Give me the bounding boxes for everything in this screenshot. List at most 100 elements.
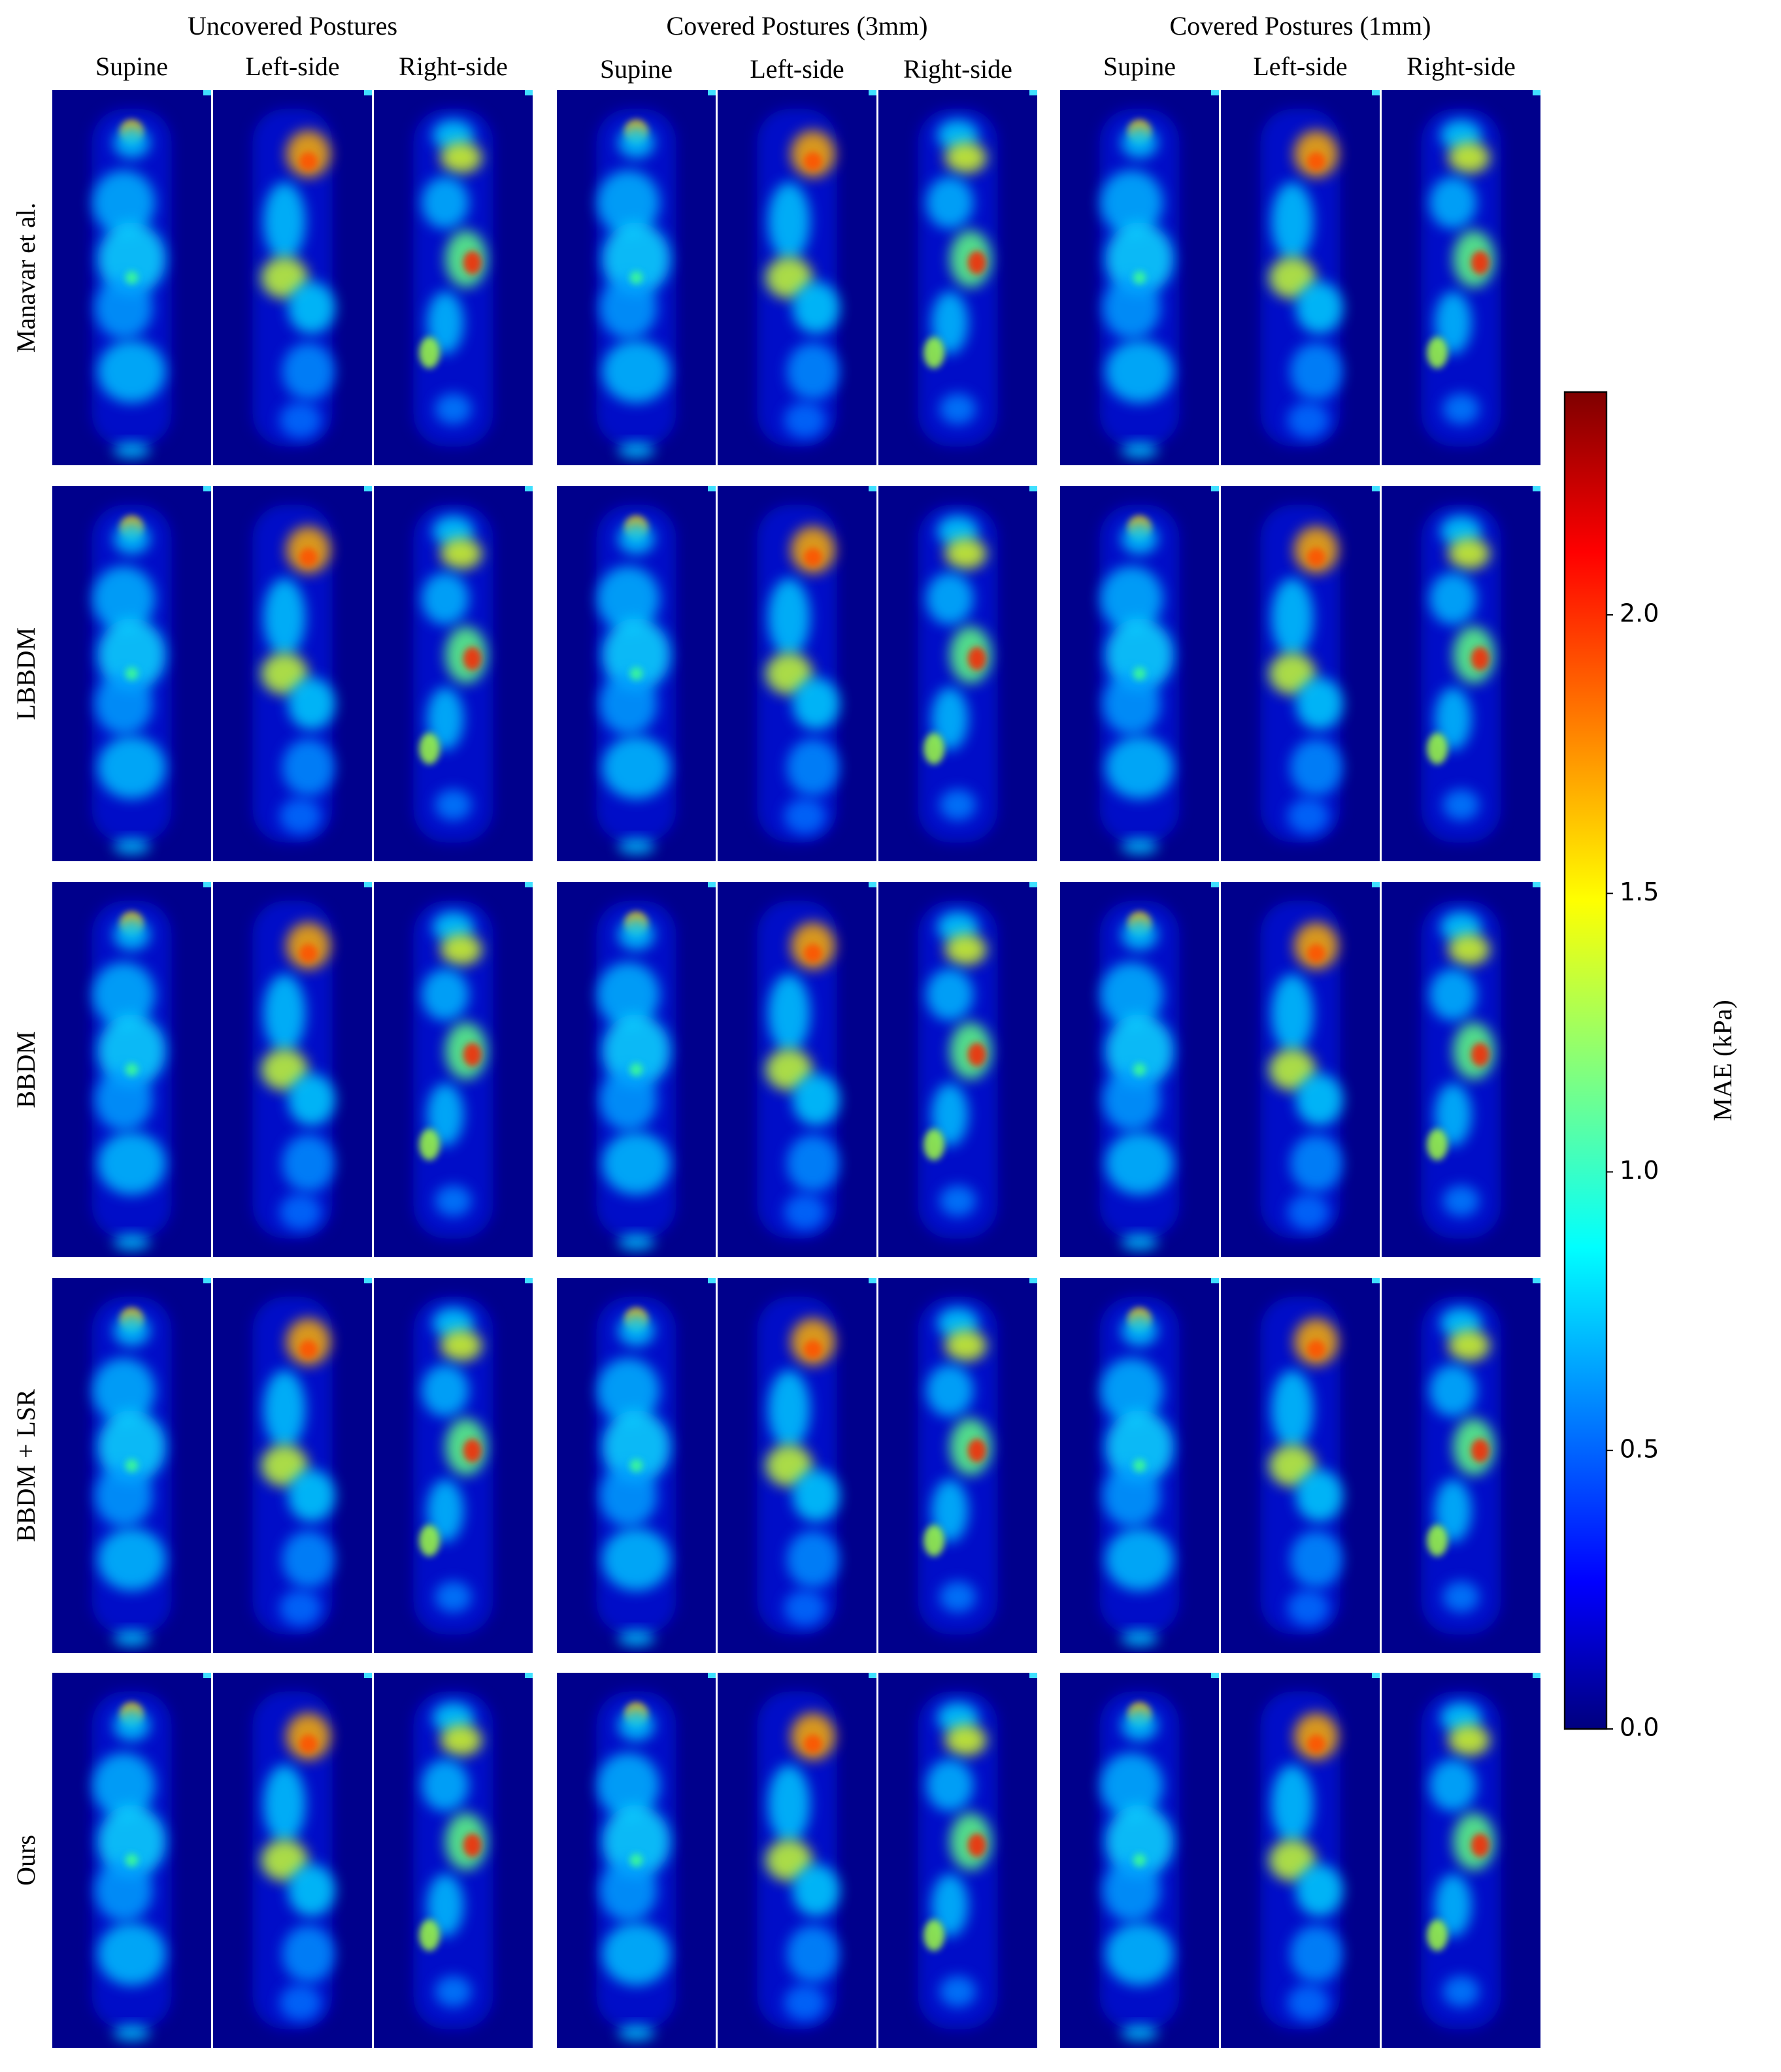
- heatmap-blob: [1442, 789, 1480, 821]
- corner-pixel: [869, 882, 876, 887]
- heatmap-blob: [427, 687, 464, 750]
- heatmap-blob: [440, 934, 482, 966]
- heatmap-blob: [463, 251, 482, 275]
- heatmap-blob: [768, 1764, 810, 1843]
- heatmap-panel: [718, 1673, 876, 2048]
- heatmap-panel: [213, 90, 372, 465]
- heatmap-blob: [113, 2025, 150, 2041]
- heatmap-blob: [263, 1370, 306, 1449]
- heatmap-blob: [288, 677, 335, 730]
- colorbar-tick-label: 1.5: [1620, 878, 1659, 906]
- heatmap-blob: [1271, 578, 1314, 657]
- heatmap-blob: [440, 142, 482, 174]
- colorbar-tick-label: 0.5: [1620, 1434, 1659, 1463]
- column-label: Right-side: [1406, 52, 1516, 81]
- heatmap-blob: [288, 1469, 335, 1522]
- heatmap-blob: [618, 1709, 655, 1741]
- heatmap-blob: [263, 1764, 306, 1843]
- heatmap-blob: [599, 1068, 657, 1131]
- heatmap-blob: [95, 1464, 153, 1527]
- heatmap-blob: [92, 962, 156, 1028]
- heatmap-blob: [1271, 974, 1314, 1053]
- heatmap-blob: [1290, 342, 1342, 401]
- heatmap-panel: [1382, 486, 1540, 861]
- heatmap-blob: [1103, 1068, 1161, 1131]
- column-label: Supine: [1103, 52, 1176, 81]
- corner-pixel: [1029, 882, 1037, 887]
- heatmap-blob: [1105, 1528, 1174, 1591]
- heatmap-blob: [125, 667, 139, 680]
- heatmap-blob: [1271, 1764, 1314, 1843]
- heatmap-blob: [1448, 538, 1490, 570]
- corner-pixel: [525, 882, 533, 887]
- heatmap-blob: [1427, 732, 1448, 765]
- heatmap-blob: [419, 732, 441, 765]
- heatmap-blob: [299, 944, 318, 963]
- heatmap-blob: [629, 667, 643, 680]
- heatmap-blob: [440, 538, 482, 570]
- heatmap-blob: [803, 1340, 822, 1359]
- heatmap-blob: [599, 1858, 657, 1922]
- heatmap-blob: [427, 1083, 464, 1146]
- heatmap-blob: [926, 1364, 974, 1417]
- heatmap-blob: [279, 1984, 322, 2022]
- corner-pixel: [203, 1278, 211, 1283]
- corner-pixel: [869, 90, 876, 95]
- heatmap-blob: [944, 1724, 987, 1756]
- heatmap-blob: [92, 1358, 156, 1424]
- corner-pixel: [203, 486, 211, 491]
- heatmap-blob: [618, 1315, 655, 1347]
- heatmap-blob: [1100, 1752, 1163, 1818]
- heatmap-blob: [1121, 127, 1158, 159]
- heatmap-panel: [1382, 90, 1540, 465]
- heatmap-blob: [629, 1459, 643, 1472]
- heatmap-blob: [629, 1063, 643, 1076]
- heatmap-blob: [299, 1340, 318, 1359]
- heatmap-blob: [768, 974, 810, 1053]
- heatmap-blob: [1105, 1410, 1174, 1484]
- heatmap-blob: [944, 1330, 987, 1362]
- heatmap-blob: [1427, 1524, 1448, 1556]
- heatmap-blob: [931, 687, 969, 750]
- heatmap-blob: [1448, 1724, 1490, 1756]
- heatmap-blob: [599, 276, 657, 339]
- heatmap-blob: [435, 1581, 472, 1613]
- heatmap-blob: [967, 251, 986, 275]
- heatmap-blob: [1448, 142, 1490, 174]
- column-label: Supine: [95, 52, 168, 81]
- heatmap-blob: [784, 402, 826, 439]
- column-label: Right-side: [399, 52, 508, 81]
- heatmap-blob: [944, 142, 987, 174]
- column-label: Right-side: [903, 54, 1012, 84]
- colorbar-tick-label: 1.0: [1620, 1156, 1659, 1185]
- heatmap-blob: [435, 1185, 472, 1217]
- heatmap-blob: [1295, 1469, 1343, 1522]
- heatmap-blob: [95, 276, 153, 339]
- heatmap-blob: [282, 1530, 335, 1588]
- heatmap-panel: [718, 1278, 876, 1653]
- corner-pixel: [1372, 486, 1380, 491]
- heatmap-blob: [939, 1185, 976, 1217]
- heatmap-blob: [97, 1014, 166, 1088]
- corner-pixel: [1211, 882, 1219, 887]
- heatmap-blob: [597, 1752, 660, 1818]
- row-label: LBBDM: [11, 627, 41, 720]
- heatmap-panel: [213, 486, 372, 861]
- heatmap-blob: [1133, 1459, 1146, 1472]
- heatmap-blob: [435, 789, 472, 821]
- heatmap-panel: [878, 486, 1037, 861]
- heatmap-blob: [924, 337, 945, 369]
- heatmap-blob: [1307, 944, 1325, 963]
- heatmap-blob: [618, 442, 655, 459]
- corner-pixel: [1211, 486, 1219, 491]
- corner-pixel: [708, 486, 716, 491]
- heatmap-blob: [1290, 1925, 1342, 1983]
- heatmap-blob: [618, 1234, 655, 1251]
- heatmap-blob: [1100, 170, 1163, 236]
- heatmap-blob: [931, 291, 969, 354]
- heatmap-blob: [282, 1925, 335, 1983]
- heatmap-panel: [52, 1673, 211, 2048]
- heatmap-blob: [1427, 1128, 1448, 1160]
- heatmap-blob: [784, 1194, 826, 1231]
- corner-pixel: [1533, 882, 1540, 887]
